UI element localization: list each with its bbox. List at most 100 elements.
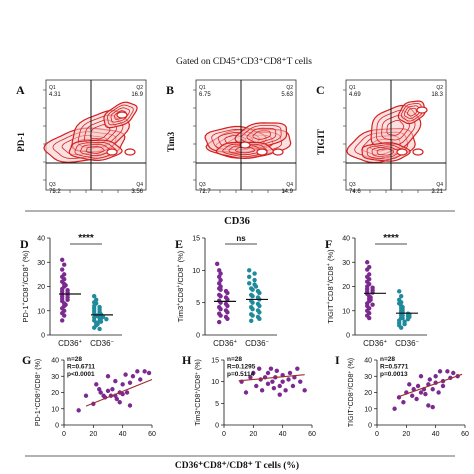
data-point	[249, 318, 254, 323]
x-tick-label: 60	[308, 431, 316, 438]
corr-panel-i: I 0 10 20 30 40 0 20 40 60 TIGIT+CD8+/CD8+ (%) n=28…	[335, 353, 469, 438]
contour-line	[246, 127, 277, 143]
data-point	[302, 388, 307, 393]
data-point	[274, 368, 279, 374]
quadrant-label-q4: Q4	[136, 182, 143, 188]
quadrant-value-q2: 18.3	[431, 92, 443, 98]
data-point	[257, 303, 262, 309]
data-point	[257, 310, 262, 315]
stat-p: p=0.0013	[380, 371, 408, 378]
data-point	[367, 315, 372, 321]
quadrant-value-q3: 74.6	[349, 189, 361, 195]
quadrant-label-q2: Q2	[136, 85, 143, 91]
data-point	[436, 390, 441, 395]
data-point	[407, 382, 412, 387]
flow-frame	[345, 79, 447, 191]
data-point	[60, 257, 65, 263]
data-point	[397, 289, 402, 294]
y-tick-label: 30	[364, 374, 372, 381]
contour-line	[85, 146, 105, 154]
y-tick-label: 0	[196, 333, 200, 340]
data-point	[402, 321, 407, 327]
data-point	[252, 277, 257, 283]
data-point	[98, 319, 104, 324]
data-point	[114, 396, 120, 402]
quadrant-value-q4: 3.56	[131, 189, 143, 195]
data-point	[61, 313, 67, 318]
data-point	[257, 316, 262, 322]
contour-line	[406, 107, 417, 117]
data-point	[399, 294, 404, 299]
data-point	[451, 370, 456, 376]
regression-line	[85, 378, 153, 407]
data-point	[265, 370, 271, 376]
data-point	[243, 390, 249, 395]
data-point	[392, 406, 397, 411]
data-point	[225, 290, 230, 296]
contour-line	[228, 145, 262, 156]
data-point	[65, 297, 70, 303]
contour-line	[107, 104, 134, 126]
data-point	[117, 400, 122, 405]
data-point	[411, 387, 416, 392]
y-tick-label: 40	[51, 358, 59, 365]
panel-letter: F	[325, 237, 332, 251]
y-tick-label: 0	[41, 333, 45, 340]
data-point	[92, 294, 97, 299]
contour-peak	[116, 111, 128, 119]
data-point	[259, 388, 265, 393]
data-point	[290, 383, 296, 389]
stat-n: n=28	[380, 356, 395, 363]
data-point	[286, 377, 291, 382]
data-point	[445, 369, 450, 374]
y-tick-label: 10	[192, 268, 200, 275]
quadrant-label-q2: Q2	[436, 85, 443, 91]
data-point	[60, 318, 65, 323]
y-tick-label: 30	[342, 260, 350, 267]
panel-letter: A	[16, 83, 25, 97]
data-point	[418, 374, 424, 379]
data-point	[218, 306, 223, 312]
data-point	[430, 387, 435, 392]
y-tick-label: 0	[55, 423, 59, 430]
data-point	[225, 297, 230, 302]
data-point	[280, 379, 285, 384]
data-point	[146, 370, 152, 376]
data-point	[252, 271, 257, 276]
data-point	[218, 294, 223, 299]
contour-line	[80, 144, 111, 157]
data-point	[251, 370, 256, 376]
panels: APD-1Q14.31Q216.9Q375.2Q43.56BTim3Q16.75…	[16, 79, 469, 438]
data-point	[138, 377, 143, 382]
quadrant-label-q2: Q2	[286, 85, 293, 91]
contour-line	[252, 130, 271, 140]
figure-header: Gated on CD45⁺CD3⁺CD8⁺T cells CD36 CD36⁺…	[25, 57, 455, 471]
data-point	[94, 382, 99, 387]
data-point	[277, 392, 282, 397]
regression-line	[398, 373, 463, 398]
data-point	[440, 383, 446, 389]
y-tick-label: 10	[51, 406, 59, 413]
data-point	[225, 316, 230, 322]
data-point	[365, 260, 370, 265]
contour-line	[234, 147, 256, 154]
contour-peak	[412, 148, 424, 156]
y-axis-label: TIGIT+CD8+/CD8+ (%)	[348, 358, 356, 427]
data-point	[423, 391, 428, 397]
flow-frame	[195, 79, 297, 191]
y-axis-label: TIGIT+CD8+/CD8+ (%)	[326, 249, 335, 324]
stat-p: p<0.0001	[67, 371, 95, 378]
y-tick-label: 40	[342, 236, 350, 243]
quadrant-label-q3: Q3	[349, 182, 356, 188]
y-tick-label: 10	[342, 308, 350, 315]
flow-ylabel: Tim3	[166, 131, 176, 152]
contour-line	[375, 109, 416, 146]
y-tick-label: 10	[364, 406, 372, 413]
data-point	[110, 387, 115, 392]
y-tick-label: 5	[215, 401, 219, 408]
data-point	[248, 375, 253, 380]
data-point	[225, 310, 230, 315]
x-tick-label: 20	[89, 431, 97, 438]
data-point	[83, 393, 89, 398]
